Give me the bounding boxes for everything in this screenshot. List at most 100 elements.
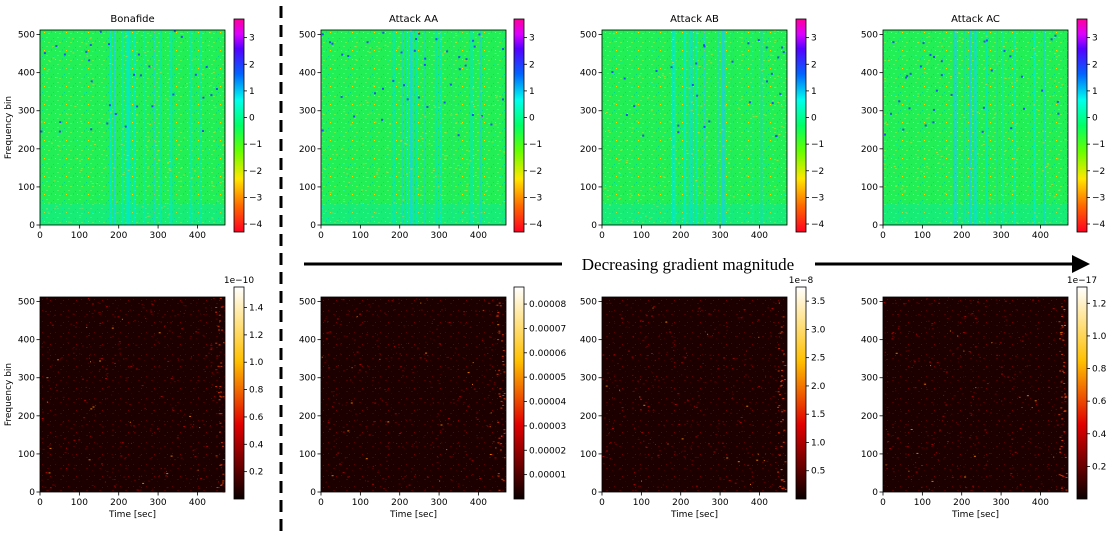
texture-speck (943, 394, 945, 396)
texture-edge (1064, 395, 1067, 397)
texture-edge (782, 316, 785, 318)
texture-speck (602, 463, 605, 465)
texture-edge (223, 459, 225, 460)
texture-speck (923, 158, 926, 160)
texture-edge (782, 479, 785, 481)
texture-speck (628, 168, 631, 170)
texture-speck (886, 406, 889, 408)
texture-speck (73, 439, 76, 441)
texture-band (126, 30, 130, 225)
texture-speck (116, 212, 119, 214)
texture-speck (714, 328, 716, 330)
texture-speck (939, 429, 941, 431)
texture-speck (1020, 75, 1023, 78)
texture-speck (1024, 334, 1027, 336)
texture-speck (350, 124, 353, 126)
texture-speck (472, 39, 475, 42)
texture-speck (417, 347, 419, 349)
texture-speck (942, 185, 945, 187)
texture-speck (643, 404, 646, 406)
texture-speck (473, 201, 475, 203)
colorbar-tick-label: 0.00003 (529, 422, 566, 432)
texture-speck (58, 145, 61, 147)
texture-edge (497, 442, 500, 444)
texture-speck (903, 303, 906, 305)
texture-speck (152, 433, 153, 435)
texture-speck (394, 413, 397, 415)
texture-lowband (40, 203, 225, 225)
texture-speck (670, 462, 672, 464)
texture-speck (988, 197, 991, 199)
texture-band (985, 30, 988, 225)
texture-speck (200, 32, 203, 34)
texture-speck (359, 104, 362, 106)
texture-speck (925, 327, 927, 329)
texture-speck (977, 387, 979, 389)
texture-speck (721, 442, 724, 444)
texture-speck (46, 297, 48, 299)
axes-frame (601, 29, 788, 226)
texture-speck (665, 209, 668, 211)
texture-speck (639, 325, 642, 327)
texture-speck (108, 43, 110, 46)
texture-speck (958, 300, 960, 302)
texture-speck (915, 104, 917, 106)
texture-speck (385, 156, 388, 158)
texture-speck (768, 487, 770, 488)
texture-speck (416, 188, 419, 190)
texture-speck (604, 187, 607, 189)
texture-speck (141, 475, 143, 477)
texture-speck (134, 432, 136, 434)
colorbar-tick-label: 0.6 (249, 413, 264, 423)
texture-speck (914, 387, 917, 389)
texture-speck (734, 164, 736, 166)
texture-speck (642, 134, 645, 137)
texture-speck (443, 402, 444, 404)
texture-speck (398, 298, 400, 300)
texture-speck (189, 482, 191, 484)
texture-speck (703, 125, 706, 128)
texture-speck (361, 204, 364, 205)
texture-speck (720, 125, 723, 127)
texture-speck (974, 317, 977, 319)
texture-speck (780, 409, 783, 411)
texture-speck (372, 108, 375, 110)
texture-speck (1055, 408, 1057, 410)
texture-speck (406, 98, 409, 101)
texture-speck (884, 121, 887, 123)
texture-speck (613, 354, 616, 356)
texture-speck (906, 446, 909, 448)
texture-speck (207, 152, 210, 154)
texture-speck (390, 357, 393, 359)
texture-speck (91, 485, 94, 486)
texture-speck (494, 53, 497, 54)
texture-speck (54, 414, 57, 416)
texture-speck (442, 171, 445, 173)
texture-speck (636, 200, 639, 202)
texture-speck (161, 182, 164, 184)
texture-speck (883, 484, 885, 486)
texture-speck (642, 339, 645, 341)
texture-speck (122, 174, 125, 175)
texture-speck (763, 481, 766, 483)
texture-speck (697, 132, 700, 134)
texture-speck (609, 442, 612, 444)
texture-speck (760, 202, 763, 204)
texture-speck (1059, 332, 1062, 334)
texture-speck (174, 194, 177, 196)
texture-edge (784, 365, 787, 366)
texture-speck (153, 409, 155, 411)
texture-speck (377, 334, 378, 336)
texture-speck (388, 361, 390, 362)
texture-speck (425, 341, 427, 343)
colorbar-tick-label: 0.00007 (529, 324, 566, 334)
texture-speck (444, 155, 447, 157)
texture-speck (1015, 309, 1018, 311)
texture-speck (632, 135, 635, 137)
texture-speck (979, 222, 982, 224)
texture-speck (153, 167, 156, 169)
texture-speck (745, 90, 747, 92)
texture-speck (114, 362, 116, 364)
colorbar-tick-label: 0.4 (1092, 430, 1107, 440)
